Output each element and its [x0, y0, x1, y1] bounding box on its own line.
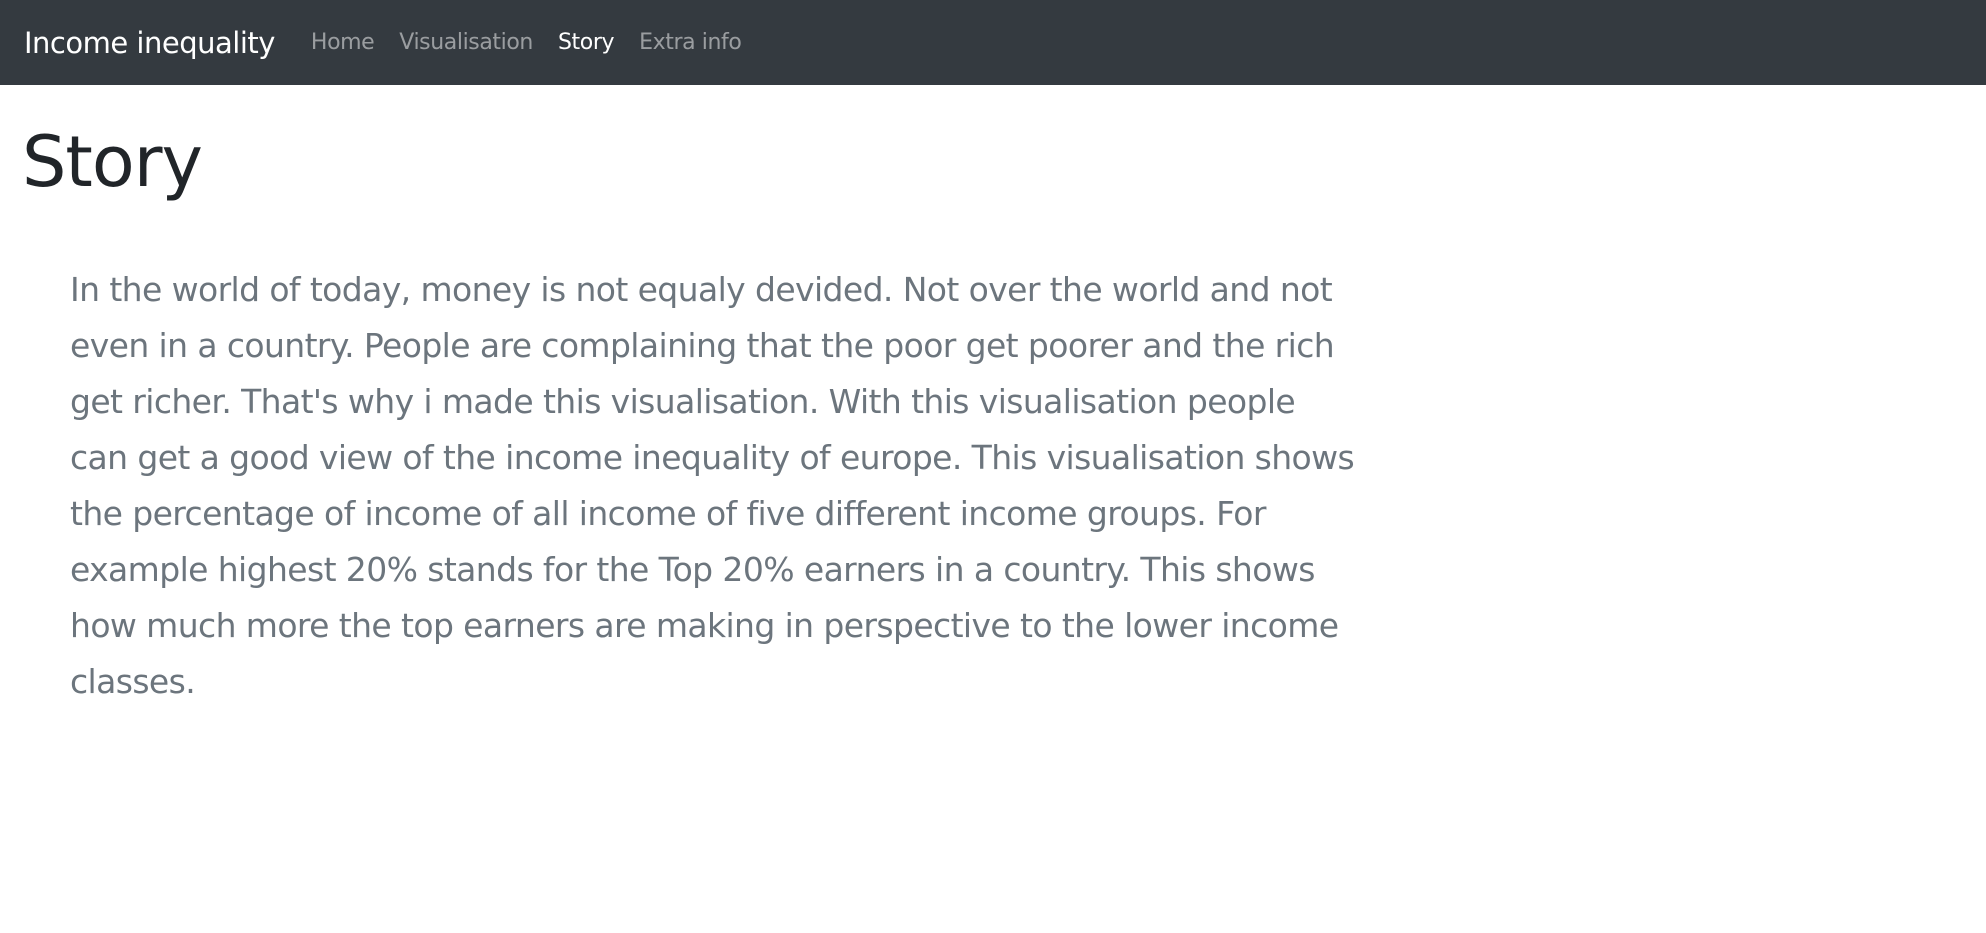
- nav-link-visualisation[interactable]: Visualisation: [399, 30, 533, 55]
- nav-link-story[interactable]: Story: [557, 30, 615, 55]
- nav-links: Home Visualisation Story Extra info: [311, 30, 742, 55]
- story-paragraph: In the world of today, money is not equa…: [70, 270, 1355, 701]
- nav-link-extra-info[interactable]: Extra info: [639, 30, 742, 55]
- page-title: Story: [22, 121, 203, 203]
- nav-link-home[interactable]: Home: [310, 30, 375, 55]
- top-navbar: Income inequality Home Visualisation Sto…: [0, 0, 1986, 85]
- navbar-brand[interactable]: Income inequality: [24, 25, 275, 60]
